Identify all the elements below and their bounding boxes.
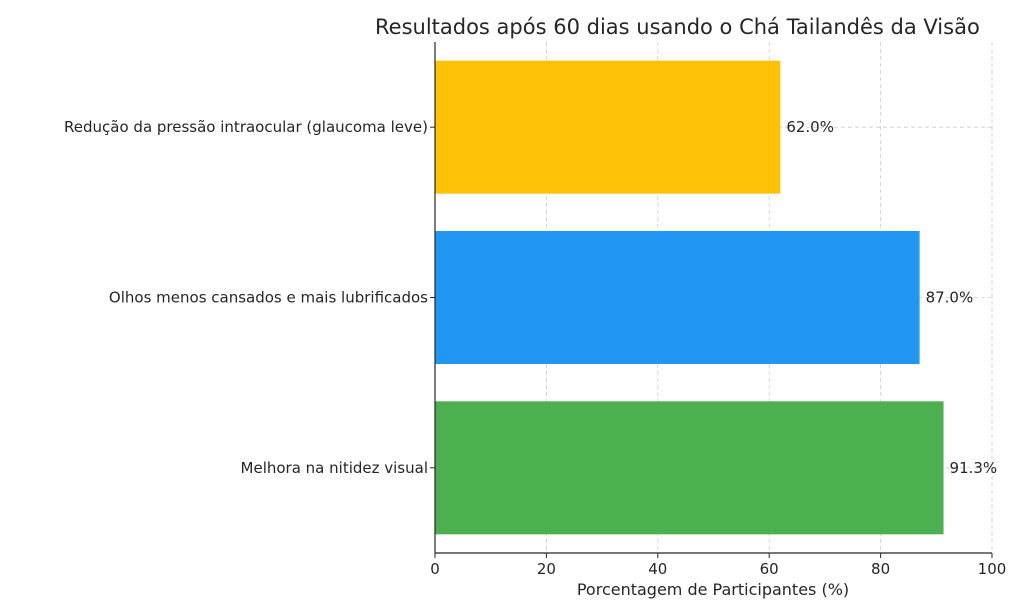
bar: [435, 60, 781, 194]
bars: 62.0% 87.0% 91.3%: [435, 60, 998, 535]
data-label: 91.3%: [950, 459, 998, 477]
chart-title: Resultados após 60 dias usando o Chá Tai…: [375, 15, 980, 39]
axes: 0 20 40 60 80 100 Redução da pressão intraocul…: [64, 42, 1006, 578]
x-axis-label: Porcentagem de Participantes (%): [577, 580, 849, 599]
data-label: 87.0%: [926, 289, 974, 307]
data-label: 62.0%: [786, 118, 834, 136]
x-tick-label: 0: [430, 560, 440, 578]
x-tick-label: 60: [760, 560, 779, 578]
bar: [435, 401, 944, 535]
bar: [435, 231, 920, 364]
x-tick-label: 80: [871, 560, 890, 578]
x-tick-label: 100: [978, 560, 1007, 578]
y-tick-label: Redução da pressão intraocular (glaucoma…: [64, 118, 428, 136]
x-tick-label: 40: [648, 560, 667, 578]
x-tick-label: 20: [537, 560, 556, 578]
y-tick-label: Olhos menos cansados e mais lubrificados: [109, 289, 428, 307]
y-tick-label: Melhora na nitidez visual: [241, 459, 428, 477]
